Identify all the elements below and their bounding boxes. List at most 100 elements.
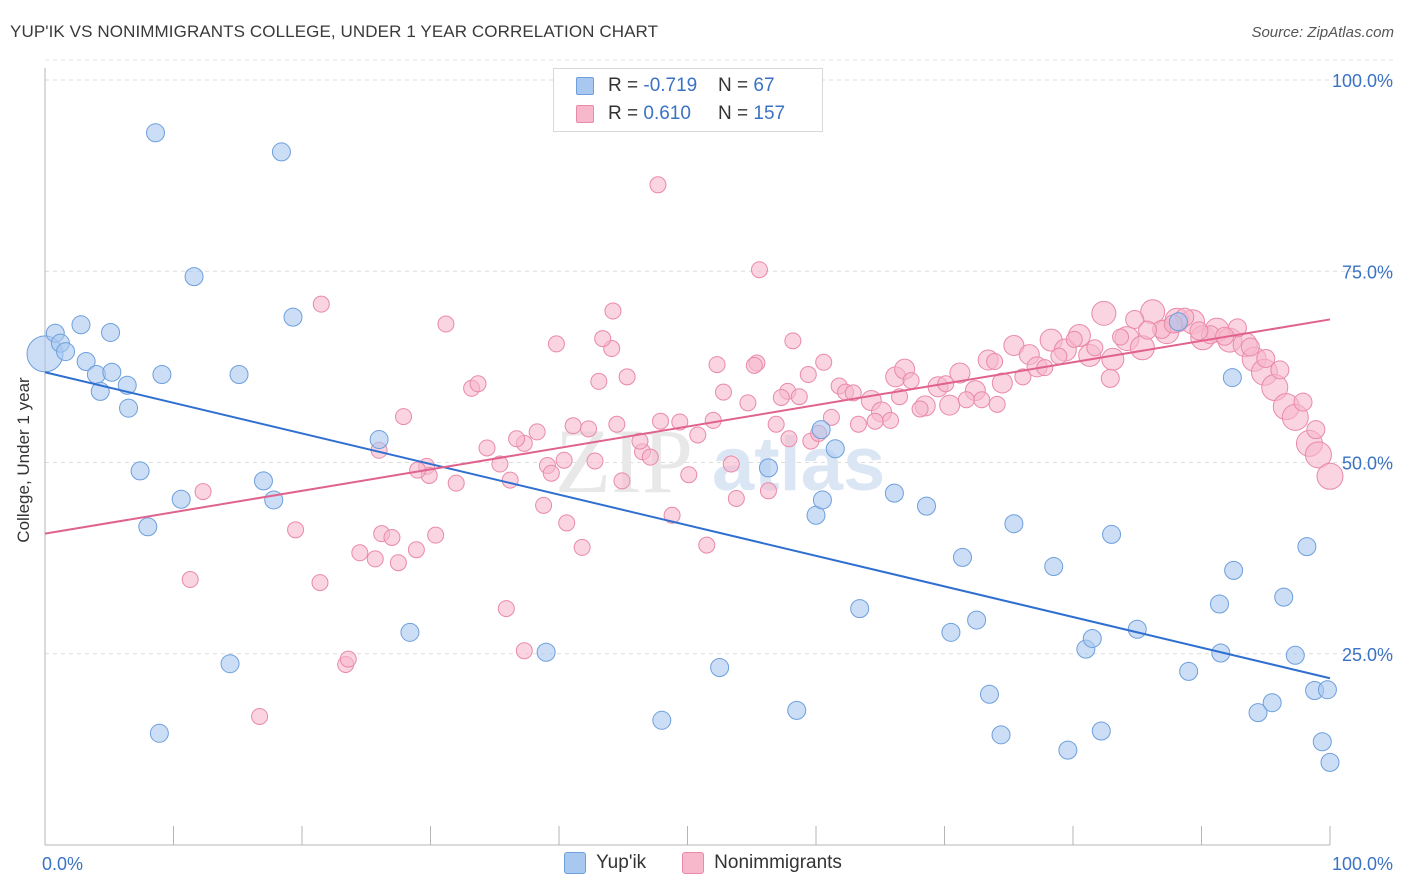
nonimmigrants-point	[671, 413, 689, 431]
yupik-point	[101, 322, 121, 342]
legend-swatch-yupik	[564, 852, 587, 874]
tick-labels: 100.0% 75.0% 50.0% 25.0% 0.0% 100.0%	[42, 71, 1393, 874]
nonimmigrants-point	[652, 412, 670, 430]
nonimmigrants-point	[594, 330, 612, 348]
yupik-point	[271, 142, 291, 162]
nonimmigrants-point	[745, 356, 763, 374]
yupik-point	[253, 471, 273, 491]
legend-item-yupik[interactable]: Yup'ik	[564, 852, 646, 874]
nonimmigrants-point	[194, 483, 212, 501]
nonimmigrants-point	[767, 415, 785, 433]
yupik-point	[1058, 740, 1078, 760]
nonimmigrants-point	[866, 412, 884, 430]
stats-legend: R = -0.719 N = 67 R = 0.610 N = 157	[553, 68, 823, 132]
nonimmigrants-point	[478, 439, 496, 457]
nonimmigrants-point	[1050, 347, 1068, 365]
nonimmigrants-point	[1304, 441, 1332, 469]
nonimmigrants-point	[1129, 335, 1155, 361]
yupik-point	[1209, 594, 1229, 614]
yupik-point	[710, 658, 730, 678]
legend-r-value: 0.610	[643, 103, 691, 124]
nonimmigrants-point	[287, 521, 305, 539]
legend-item-nonimmigrants[interactable]: Nonimmigrants	[682, 852, 842, 874]
yupik-point	[283, 307, 303, 327]
yupik-point	[967, 610, 987, 630]
nonimmigrants-point	[542, 464, 560, 482]
nonimmigrants-point	[784, 332, 802, 350]
yupik-point	[1091, 721, 1111, 741]
yupik-point	[812, 490, 832, 510]
nonimmigrants-point	[501, 471, 519, 489]
nonimmigrants-point	[558, 514, 576, 532]
nonimmigrants-point	[844, 384, 862, 402]
legend-swatch-nonimmigrants	[576, 105, 594, 123]
nonimmigrants-point	[407, 541, 425, 559]
nonimmigrants-point	[849, 415, 867, 433]
yupik-point	[71, 315, 91, 335]
legend-r-label: R =	[608, 103, 644, 124]
yupik-point	[825, 439, 845, 459]
nonimmigrants-point	[1101, 347, 1125, 371]
yupik-point	[1297, 537, 1317, 557]
nonimmigrants-points	[181, 176, 1344, 725]
yupik-point	[917, 496, 937, 516]
nonimmigrants-point	[822, 408, 840, 426]
nonimmigrants-point	[547, 335, 565, 353]
nonimmigrants-point	[469, 375, 487, 393]
legend-r-label: R =	[608, 75, 644, 96]
nonimmigrants-point	[608, 415, 626, 433]
nonimmigrants-point	[1316, 462, 1344, 490]
yupik-point	[1179, 661, 1199, 681]
nonimmigrants-point	[351, 544, 369, 562]
yupik-point	[884, 483, 904, 503]
yupik-point	[56, 342, 76, 362]
nonimmigrants-point	[641, 448, 659, 466]
nonimmigrants-point	[1086, 339, 1104, 357]
yupik-point	[149, 723, 169, 743]
nonimmigrants-point	[722, 455, 740, 473]
nonimmigrants-point	[663, 506, 681, 524]
nonimmigrants-point	[383, 528, 401, 546]
watermark: ZIP atlas	[555, 410, 885, 512]
nonimmigrants-point	[339, 650, 357, 668]
nonimmigrants-point	[1125, 309, 1145, 329]
yupik-point	[787, 700, 807, 720]
nonimmigrants-point	[1240, 337, 1260, 357]
nonimmigrants-point	[491, 455, 509, 473]
source-label: Source: ZipAtlas.com	[1251, 24, 1394, 41]
legend-label-nonimmigrants: Nonimmigrants	[714, 852, 842, 873]
nonimmigrants-point	[949, 362, 971, 384]
nonimmigrants-point	[759, 482, 777, 500]
nonimmigrants-point	[988, 395, 1006, 413]
y-tick-label: 50.0%	[1342, 454, 1393, 474]
nonimmigrants-point	[1100, 368, 1120, 388]
yupik-point	[850, 599, 870, 619]
nonimmigrants-point	[973, 391, 991, 409]
yupik-point	[102, 362, 122, 382]
yupik-trend-line	[44, 371, 1331, 680]
nonimmigrants-point	[1112, 328, 1130, 346]
series-legend: Yup'ik Nonimmigrants	[0, 852, 1406, 874]
yupik-point	[952, 547, 972, 567]
yupik-point	[146, 123, 166, 143]
nonimmigrants-point	[573, 538, 591, 556]
yupik-points	[26, 123, 1340, 772]
yupik-point	[1127, 619, 1147, 639]
yupik-point	[1285, 645, 1305, 665]
nonimmigrants-point	[1306, 420, 1326, 440]
yupik-point	[979, 684, 999, 704]
yupik-point	[76, 352, 96, 372]
legend-n-label: N =	[718, 75, 754, 96]
nonimmigrants-point	[181, 571, 199, 589]
legend-row-yupik: R = -0.719 N = 67	[576, 74, 775, 98]
nonimmigrants-point	[427, 526, 445, 544]
trend-lines	[44, 318, 1331, 680]
nonimmigrants-point	[528, 423, 546, 441]
nonimmigrants-point	[618, 368, 636, 386]
nonimmigrants-point	[1256, 348, 1276, 368]
x-tick-label-right: 100.0%	[1332, 854, 1393, 874]
y-tick-label: 25.0%	[1342, 645, 1393, 665]
nonimmigrants-point	[437, 315, 455, 333]
nonimmigrants-point	[727, 489, 745, 507]
yupik-point	[1224, 560, 1244, 580]
